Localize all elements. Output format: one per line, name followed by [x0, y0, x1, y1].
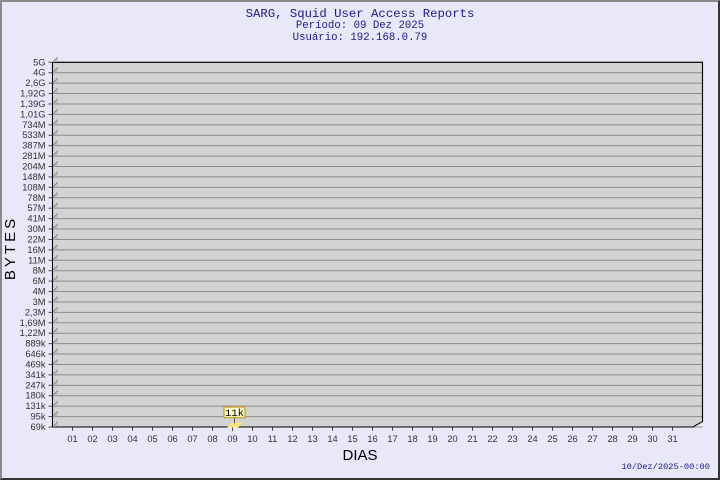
svg-text:734M: 734M [22, 120, 45, 130]
svg-text:12: 12 [287, 434, 297, 444]
svg-text:31: 31 [667, 434, 677, 444]
svg-text:28: 28 [607, 434, 617, 444]
svg-text:4M: 4M [33, 287, 46, 297]
svg-text:3M: 3M [33, 297, 46, 307]
svg-text:78M: 78M [27, 193, 45, 203]
svg-text:23: 23 [507, 434, 517, 444]
svg-text:29: 29 [627, 434, 637, 444]
svg-text:180k: 180k [25, 391, 46, 401]
svg-text:03: 03 [107, 434, 117, 444]
svg-text:247k: 247k [25, 380, 46, 390]
svg-text:02: 02 [87, 434, 97, 444]
svg-text:26: 26 [567, 434, 577, 444]
svg-text:2,6G: 2,6G [25, 78, 45, 88]
svg-text:13: 13 [307, 434, 317, 444]
svg-text:281M: 281M [22, 151, 45, 161]
svg-text:15: 15 [347, 434, 357, 444]
svg-text:11M: 11M [28, 255, 45, 265]
svg-text:204M: 204M [22, 162, 45, 172]
svg-text:8M: 8M [33, 266, 46, 276]
svg-text:131k: 131k [25, 401, 46, 411]
svg-text:06: 06 [167, 434, 177, 444]
svg-text:05: 05 [147, 434, 157, 444]
svg-text:533M: 533M [22, 130, 45, 140]
svg-text:1,92G: 1,92G [20, 89, 45, 99]
svg-text:22M: 22M [27, 234, 45, 244]
svg-text:148M: 148M [22, 172, 45, 182]
svg-text:41M: 41M [27, 214, 45, 224]
svg-text:889k: 889k [25, 339, 46, 349]
svg-text:11k: 11k [225, 408, 244, 420]
svg-text:95k: 95k [31, 412, 46, 422]
svg-text:341k: 341k [25, 370, 46, 380]
svg-text:1,69M: 1,69M [20, 318, 46, 328]
svg-text:30M: 30M [27, 224, 45, 234]
svg-text:24: 24 [527, 434, 537, 444]
svg-text:16M: 16M [27, 245, 45, 255]
svg-text:5G: 5G [33, 57, 45, 67]
svg-text:4G: 4G [33, 68, 45, 78]
svg-text:25: 25 [547, 434, 557, 444]
svg-text:18: 18 [407, 434, 417, 444]
svg-text:09: 09 [227, 434, 237, 444]
svg-text:01: 01 [67, 434, 77, 444]
svg-text:22: 22 [487, 434, 497, 444]
svg-text:19: 19 [427, 434, 437, 444]
svg-text:10: 10 [247, 434, 257, 444]
svg-text:1,22M: 1,22M [20, 328, 46, 338]
svg-text:1,39G: 1,39G [20, 99, 45, 109]
svg-text:17: 17 [387, 434, 397, 444]
svg-text:14: 14 [327, 434, 337, 444]
svg-text:69k: 69k [31, 422, 46, 432]
svg-text:16: 16 [367, 434, 377, 444]
svg-text:20: 20 [447, 434, 457, 444]
svg-text:1,01G: 1,01G [20, 109, 45, 119]
svg-text:469k: 469k [25, 359, 46, 369]
svg-text:11: 11 [268, 434, 278, 444]
svg-text:6M: 6M [33, 276, 46, 286]
svg-text:646k: 646k [25, 349, 46, 359]
svg-text:387M: 387M [22, 141, 45, 151]
svg-text:108M: 108M [22, 182, 45, 192]
svg-text:57M: 57M [27, 203, 45, 213]
svg-text:04: 04 [127, 434, 137, 444]
svg-text:2,3M: 2,3M [25, 307, 46, 317]
svg-text:27: 27 [587, 434, 597, 444]
svg-text:08: 08 [207, 434, 217, 444]
svg-text:30: 30 [647, 434, 657, 444]
svg-text:07: 07 [187, 434, 197, 444]
svg-text:21: 21 [467, 434, 477, 444]
